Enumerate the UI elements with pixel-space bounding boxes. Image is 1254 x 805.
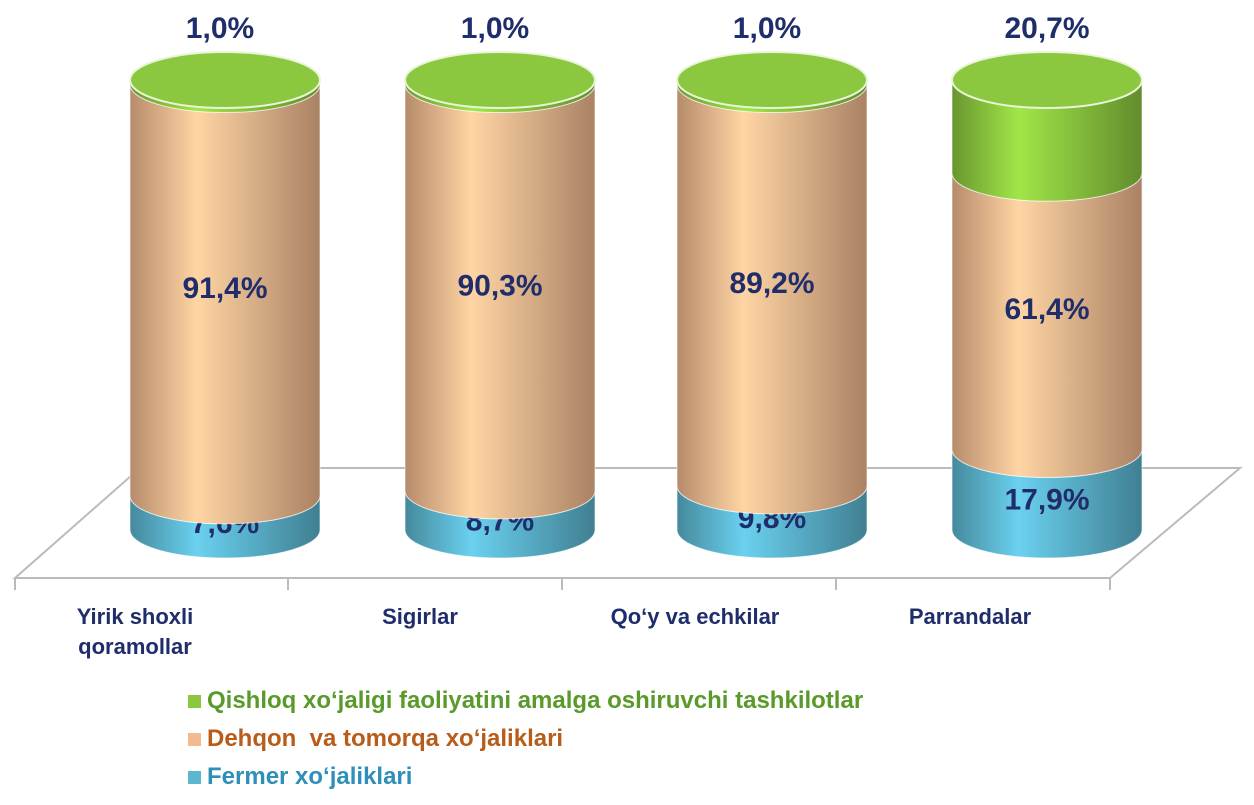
value-label: 91,4% (182, 272, 267, 305)
floor (12, 467, 1243, 579)
legend-label: Qishloq xo‘jaligi faoliyatini amalga osh… (207, 687, 864, 714)
cylinder-top (129, 51, 321, 109)
category-label: Qo‘y va echkilar (610, 604, 780, 629)
cylinder-top (951, 51, 1143, 109)
legend-swatch (188, 770, 201, 784)
value-label: 89,2% (729, 267, 814, 300)
legend-item: Fermer xo‘jaliklari (188, 763, 412, 791)
value-label: 1,0% (733, 12, 801, 45)
value-label: 90,3% (457, 270, 542, 303)
value-label: 17,9% (1004, 484, 1089, 517)
legend-label: Fermer xo‘jaliklari (207, 763, 413, 790)
value-label: 20,7% (1004, 12, 1089, 45)
cylinder-top (404, 51, 596, 109)
legend-item: Qishloq xo‘jaligi faoliyatini amalga osh… (188, 687, 863, 715)
legend-label: Dehqon va tomorqa xo‘jaliklari (207, 725, 564, 752)
legend-swatch (188, 694, 201, 708)
value-label: 1,0% (461, 12, 529, 45)
legend-swatch (188, 732, 201, 746)
category-label: Yirik shoxli qoramollar (76, 604, 194, 659)
cylinder-top (676, 51, 868, 109)
value-label: 61,4% (1004, 293, 1089, 326)
category-label: Sigirlar (382, 604, 458, 629)
legend-item: Dehqon va tomorqa xo‘jaliklari (188, 725, 563, 753)
value-label: 1,0% (186, 12, 254, 45)
category-label: Parrandalar (908, 604, 1032, 629)
